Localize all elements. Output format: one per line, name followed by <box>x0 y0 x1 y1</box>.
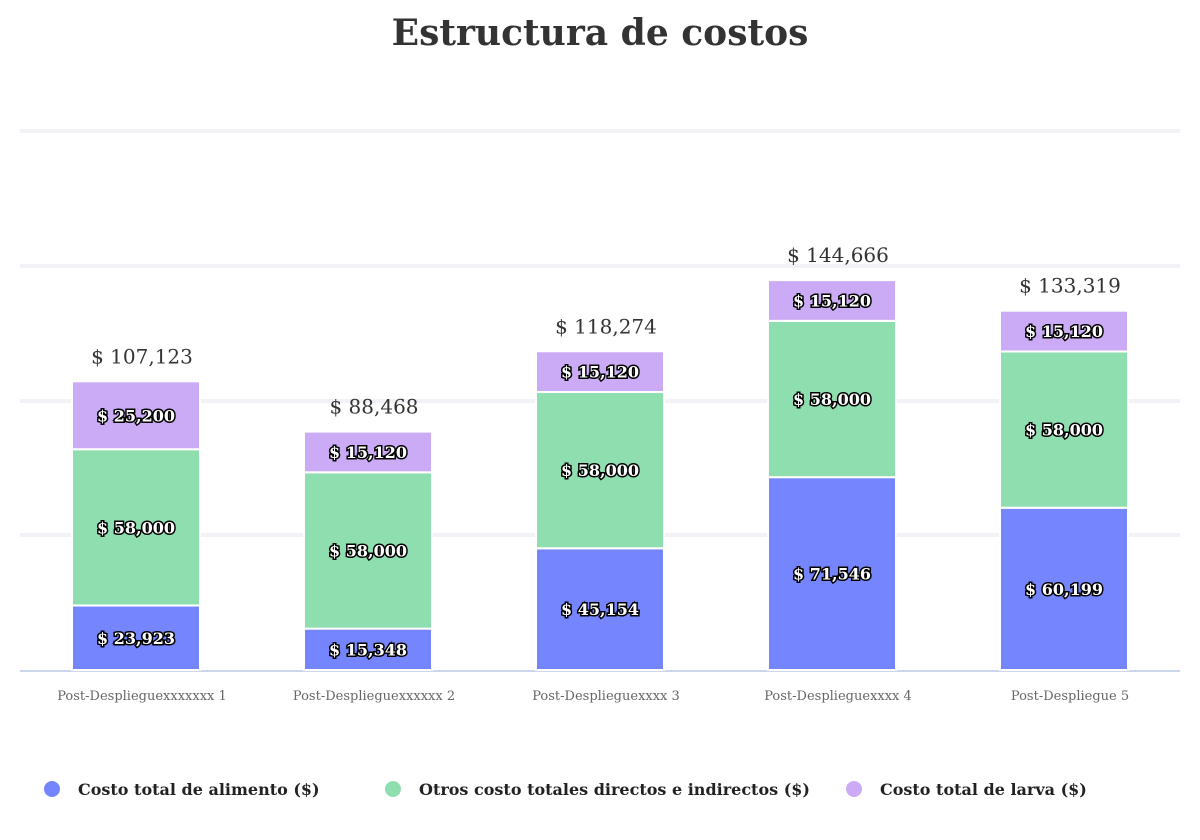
x-tick-label: Post-Desplieguexxxx 3 <box>532 689 680 704</box>
data-label: $ 15,120 <box>1025 322 1103 341</box>
data-label: $ 25,200 <box>97 406 175 425</box>
bar-segment <box>767 279 897 322</box>
data-label: $ 15,120 <box>561 363 639 382</box>
bar-segment <box>303 471 433 630</box>
data-label: $ 15,120 <box>329 443 407 462</box>
x-tick-label: Post-Desplieguexxxx 4 <box>764 689 912 704</box>
total-label: $ 107,123 <box>91 344 193 368</box>
legend-label: Costo total de larva ($) <box>880 779 1087 799</box>
data-label: $ 58,000 <box>1025 421 1103 440</box>
legend-item[interactable]: Costo total de larva ($) <box>846 776 1087 802</box>
bar-segment <box>535 390 665 550</box>
legend-marker-icon <box>44 781 60 797</box>
data-label: $ 58,000 <box>97 518 175 537</box>
bar-segment <box>71 448 201 607</box>
data-label: $ 58,000 <box>329 541 407 560</box>
bar-segment <box>71 380 201 451</box>
legend-label: Otros costo totales directos e indirecto… <box>419 779 810 799</box>
bar-segment <box>999 309 1129 353</box>
bar-segment <box>767 319 897 479</box>
legend-marker-icon <box>846 781 862 797</box>
legend-label: Costo total de alimento ($) <box>78 779 320 799</box>
bar-segment <box>767 476 897 671</box>
legend-item[interactable]: Otros costo totales directos e indirecto… <box>385 776 810 802</box>
bar-segment <box>999 506 1129 671</box>
x-tick-label: Post-Desplieguexxxxxx 2 <box>293 689 455 704</box>
bar-segment <box>535 350 665 393</box>
data-label: $ 58,000 <box>561 461 639 480</box>
chart-title: Estructura de costos <box>391 12 809 54</box>
data-label: $ 15,120 <box>793 291 871 310</box>
total-label: $ 88,468 <box>329 395 418 419</box>
x-tick-label: Post-Desplieguexxxxxxx 1 <box>57 689 227 704</box>
data-label: $ 15,348 <box>329 640 407 659</box>
bar-segment <box>303 430 433 474</box>
total-label: $ 144,666 <box>787 243 889 267</box>
bar-segment <box>71 604 201 672</box>
data-label: $ 60,199 <box>1025 580 1103 599</box>
total-label: $ 118,274 <box>555 314 657 338</box>
data-label: $ 71,546 <box>793 565 871 584</box>
x-tick-label: Post-Despliegue 5 <box>1011 689 1129 704</box>
legend-marker-icon <box>385 781 401 797</box>
total-label: $ 133,319 <box>1019 274 1121 298</box>
legend-item[interactable]: Costo total de alimento ($) <box>44 776 320 802</box>
data-label: $ 23,923 <box>97 629 175 648</box>
data-label: $ 58,000 <box>793 390 871 409</box>
data-label: $ 45,154 <box>561 600 639 619</box>
legend: Costo total de alimento ($) Otros costo t… <box>0 776 1200 802</box>
